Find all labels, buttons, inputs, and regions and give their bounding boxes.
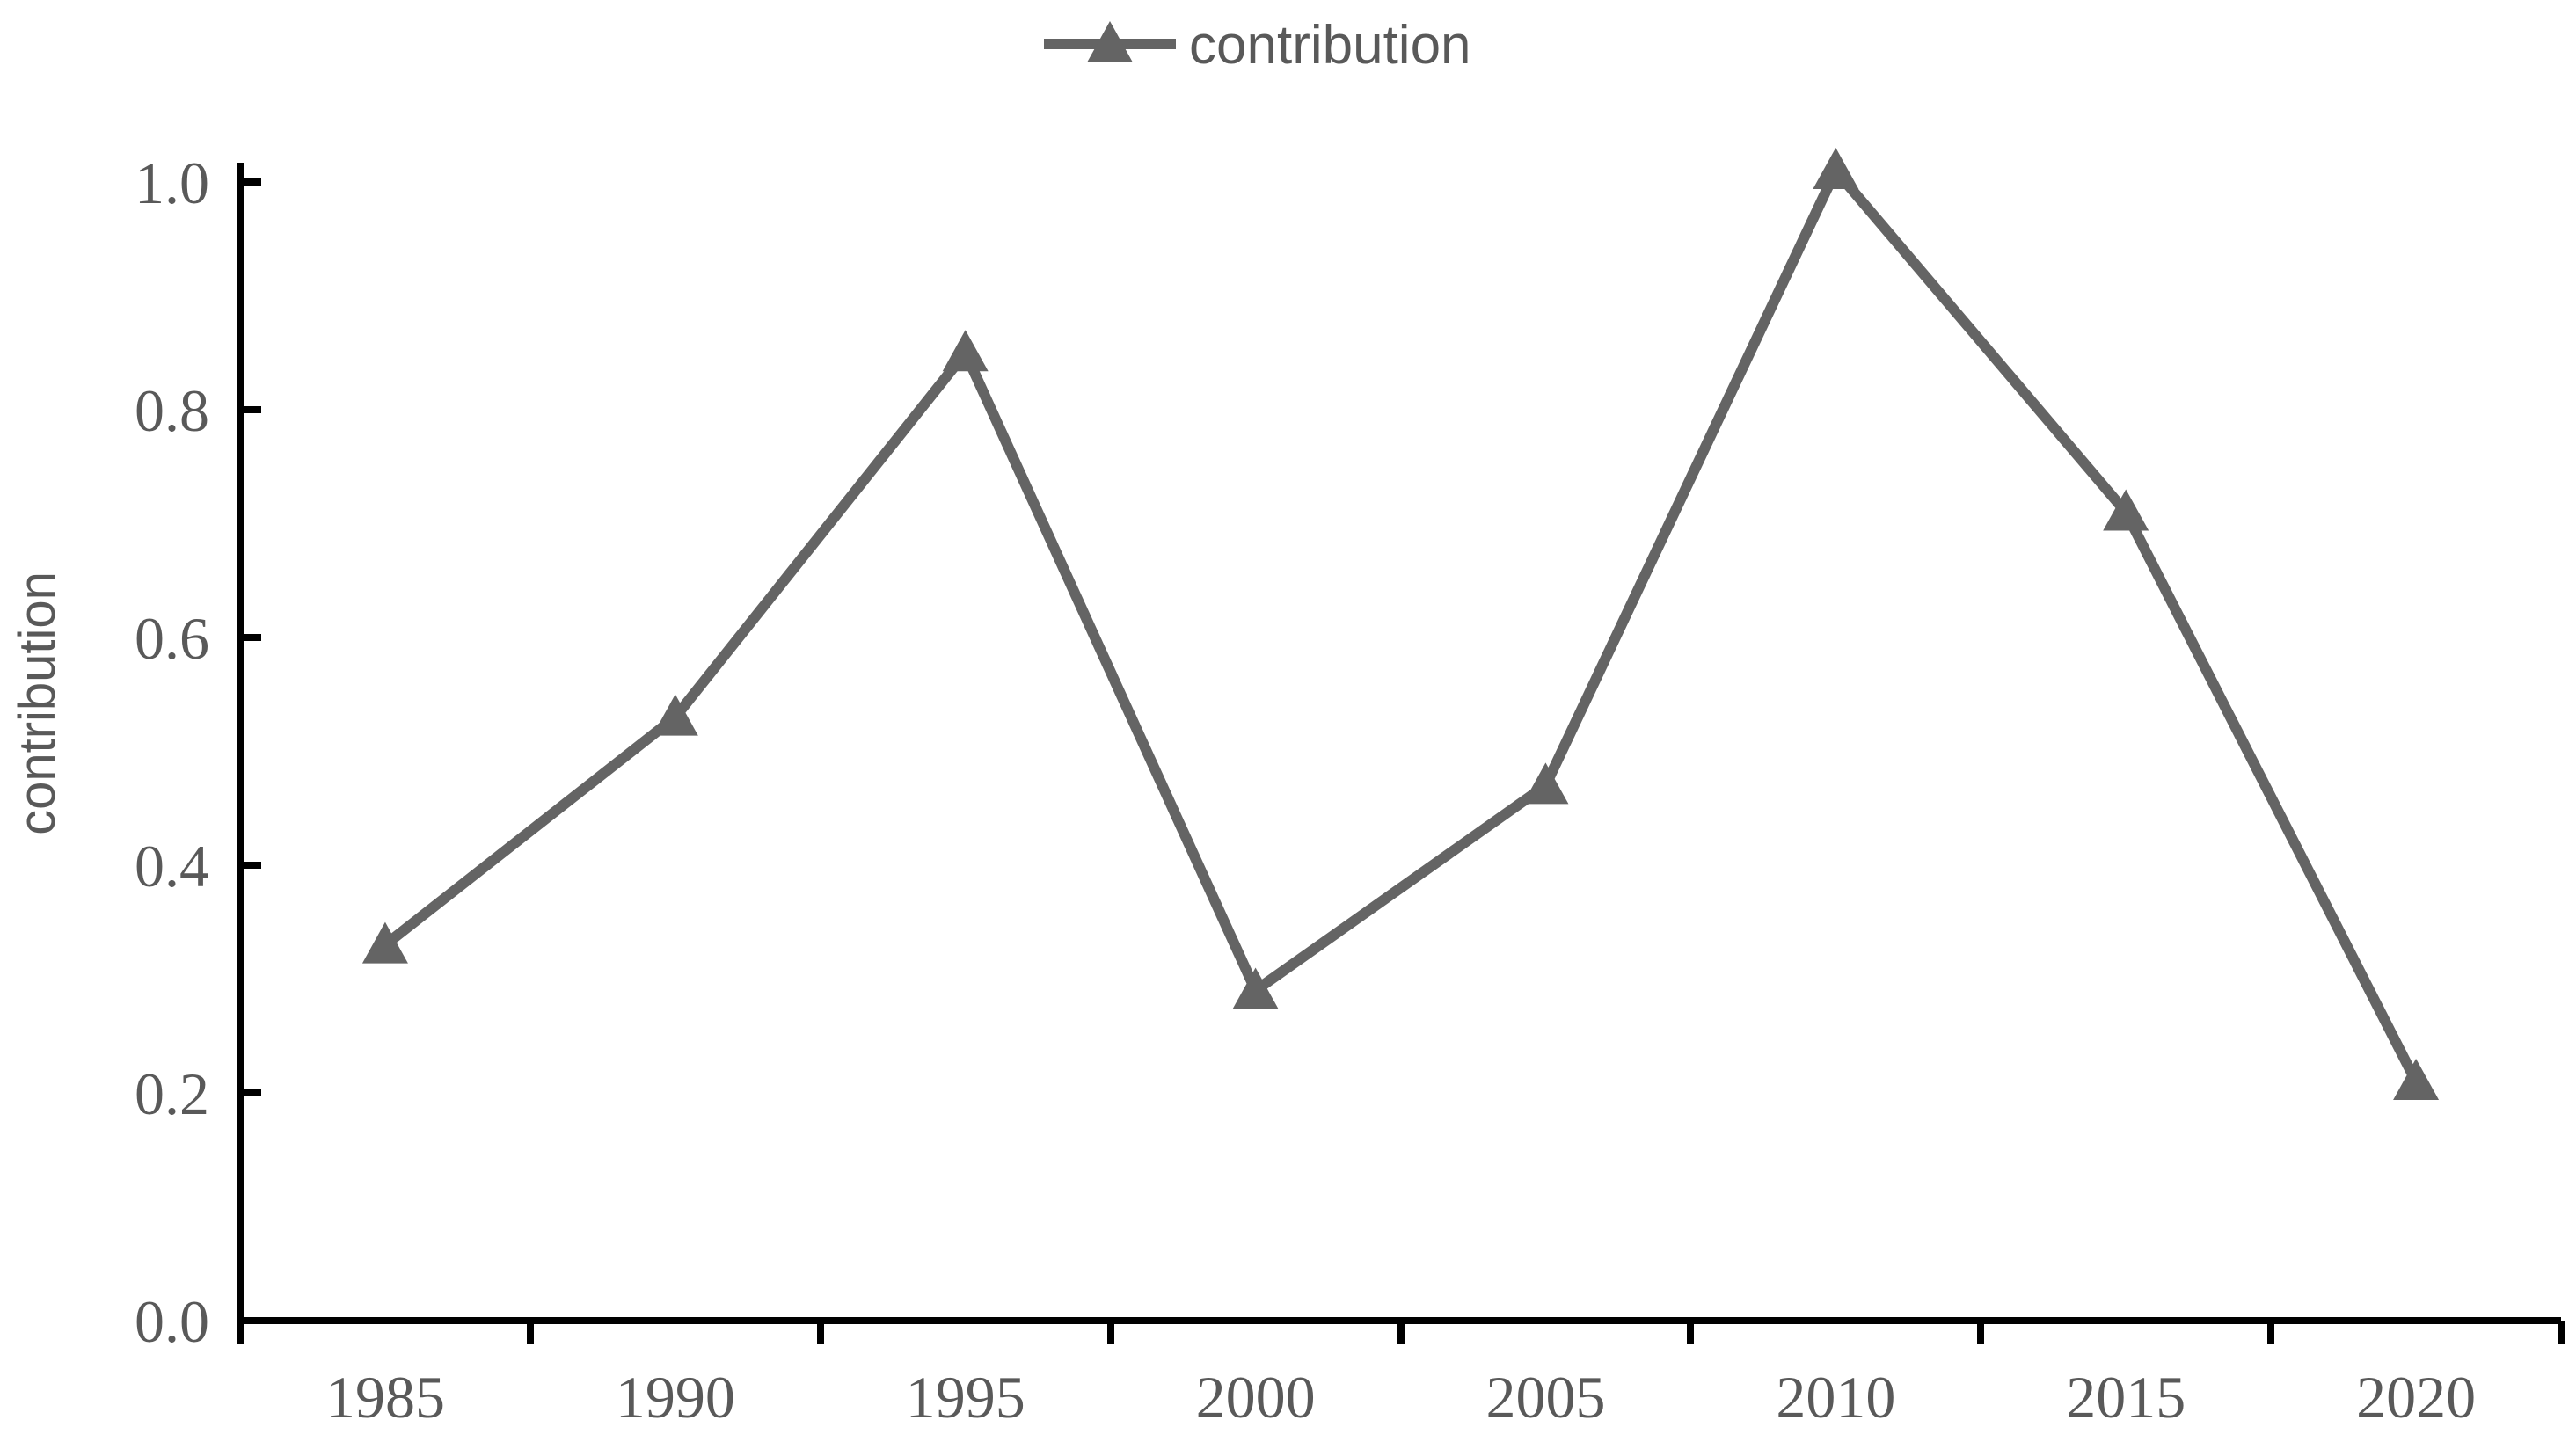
axes: 0.0 0.2 0.4 0.6 0.8 1.0 1985 1990 1995 2000 2005 20… bbox=[135, 149, 2565, 1431]
x-tick-label: 1985 bbox=[325, 1364, 445, 1431]
data-point-marker bbox=[2393, 1059, 2440, 1101]
series-line bbox=[382, 165, 2421, 1084]
y-tick-label: 1.0 bbox=[135, 149, 209, 216]
x-tick-label: 2010 bbox=[1776, 1364, 1895, 1431]
data-point-marker bbox=[1813, 148, 1859, 190]
x-tick-label: 2015 bbox=[2066, 1364, 2186, 1431]
data-point-marker bbox=[361, 921, 408, 964]
data-point-marker bbox=[1522, 762, 1569, 805]
y-tick-label: 0.4 bbox=[135, 833, 209, 899]
x-tick-label: 2005 bbox=[1485, 1364, 1605, 1431]
axis-lines bbox=[237, 163, 2561, 1324]
legend-series-label: contribution bbox=[1189, 15, 1471, 76]
legend-triangle-marker-icon bbox=[1087, 21, 1133, 62]
x-tick-label: 1990 bbox=[616, 1364, 735, 1431]
y-axis-title: contribution bbox=[9, 572, 66, 835]
y-tick-label: 0.0 bbox=[135, 1288, 209, 1355]
y-tick-label: 0.2 bbox=[135, 1060, 209, 1127]
y-tick-label: 0.8 bbox=[135, 377, 209, 444]
x-tick-label: 1995 bbox=[906, 1364, 1025, 1431]
y-tick-label: 0.6 bbox=[135, 605, 209, 672]
x-tick-label: 2000 bbox=[1196, 1364, 1316, 1431]
data-point-marker bbox=[942, 330, 989, 372]
data-point-marker bbox=[2103, 489, 2149, 531]
legend: contribution bbox=[1044, 15, 1471, 76]
data-series bbox=[361, 148, 2440, 1101]
data-point-marker bbox=[1232, 967, 1279, 1009]
x-tick-label: 2020 bbox=[2356, 1364, 2476, 1431]
data-point-marker bbox=[652, 694, 698, 736]
